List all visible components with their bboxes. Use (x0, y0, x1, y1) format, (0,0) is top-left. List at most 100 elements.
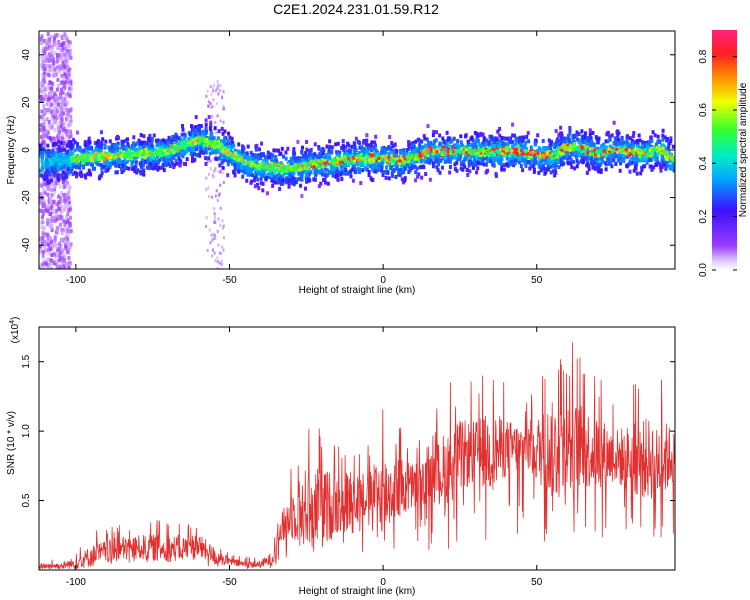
heatmap-cell (264, 177, 268, 182)
heatmap-cell (559, 158, 563, 163)
heatmap-cell (537, 164, 541, 169)
heatmap-cell (296, 156, 300, 161)
heatmap-cell (216, 80, 219, 84)
heatmap-cell (423, 154, 427, 159)
heatmap-cell (358, 167, 362, 172)
heatmap-cell (287, 183, 291, 188)
heatmap-cell (46, 107, 50, 112)
heatmap-cell (62, 111, 66, 116)
heatmap-cell (313, 177, 317, 182)
heatmap-cell (157, 166, 161, 171)
heatmap-cell (365, 162, 369, 167)
heatmap-cell (563, 141, 567, 146)
heatmap-cell (437, 155, 441, 160)
heatmap-cell (60, 173, 64, 178)
heatmap-cell (455, 142, 459, 147)
heatmap-cell (69, 114, 73, 119)
heatmap-cell (246, 155, 250, 160)
heatmap-cell (47, 37, 51, 42)
heatmap-cell (300, 150, 304, 155)
heatmap-cell (475, 160, 479, 165)
heatmap-cell (606, 156, 610, 161)
heatmap-cell (115, 170, 119, 175)
heatmap-cell (359, 159, 363, 164)
heatmap-cell (115, 158, 119, 163)
heatmap-cell (214, 152, 217, 156)
heatmap-cell (537, 170, 541, 175)
heatmap-cell (502, 145, 506, 149)
heatmap-cell (418, 140, 422, 145)
heatmap-cell (216, 256, 219, 260)
heatmap-cell (133, 169, 137, 174)
heatmap-cell (482, 136, 486, 141)
heatmap-cell (213, 126, 217, 131)
heatmap-cell (244, 164, 248, 169)
heatmap-cell (554, 129, 558, 134)
heatmap-cell (59, 199, 63, 204)
heatmap-cell (62, 258, 66, 263)
heatmap-cell (59, 191, 63, 196)
heatmap-cell (39, 123, 43, 128)
heatmap-cell (672, 168, 675, 173)
heatmap-cell (63, 253, 67, 258)
heatmap-cell (331, 157, 335, 161)
heatmap-cell (255, 182, 259, 187)
heatmap-cell (553, 160, 557, 165)
heatmap-cell (305, 153, 309, 158)
heatmap-cell (446, 136, 450, 141)
heatmap-cell (224, 155, 228, 160)
heatmap-cell (437, 162, 441, 167)
heatmap-cell (609, 152, 613, 157)
heatmap-cell (152, 133, 156, 138)
heatmap-cell (382, 145, 386, 150)
heatmap-cell (41, 172, 45, 177)
heatmap-cell (215, 89, 218, 93)
heatmap-cell (87, 136, 91, 141)
heatmap-cell (603, 160, 607, 165)
heatmap-cell (477, 161, 481, 166)
heatmap-cell (424, 171, 428, 176)
heatmap-cell (50, 188, 54, 193)
heatmap-cell (65, 194, 69, 199)
heatmap-cell (548, 146, 552, 151)
heatmap-cell (613, 154, 617, 159)
heatmap-cell (253, 175, 257, 180)
heatmap-cell (62, 77, 66, 82)
heatmap-cell (617, 137, 621, 142)
heatmap-cell (357, 170, 361, 175)
heatmap-cell (59, 110, 63, 115)
heatmap-cell (111, 158, 115, 163)
heatmap-cell (548, 160, 552, 165)
heatmap-cell (40, 225, 44, 230)
heatmap-cell (336, 152, 340, 157)
heatmap-cell (40, 72, 44, 77)
heatmap-cell (211, 105, 214, 109)
heatmap-cell (115, 134, 119, 139)
heatmap-cell (365, 167, 369, 172)
heatmap-cell (301, 154, 305, 159)
heatmap-cell (46, 205, 50, 210)
heatmap-cell (567, 138, 571, 143)
heatmap-cell (300, 169, 304, 174)
heatmap-cell (57, 258, 61, 263)
heatmap-cell (209, 241, 212, 245)
heatmap-cell (456, 157, 460, 162)
heatmap-cell (628, 159, 632, 164)
heatmap-cell (648, 156, 652, 161)
heatmap-cell (216, 260, 219, 264)
heatmap-cell (221, 131, 225, 136)
heatmap-cell (58, 52, 62, 57)
heatmap-cell (320, 148, 324, 153)
heatmap-cell (521, 144, 525, 149)
heatmap-cell (97, 162, 101, 167)
heatmap-cell (79, 162, 83, 167)
heatmap-cell (211, 232, 214, 236)
heatmap-cell (211, 114, 214, 118)
heatmap-cell (511, 133, 515, 138)
heatmap-cell (282, 154, 286, 159)
heatmap-cell (472, 153, 476, 158)
heatmap-cell (380, 146, 384, 151)
heatmap-cell (380, 150, 384, 155)
heatmap-cell (259, 181, 263, 186)
heatmap-cell (55, 147, 59, 152)
